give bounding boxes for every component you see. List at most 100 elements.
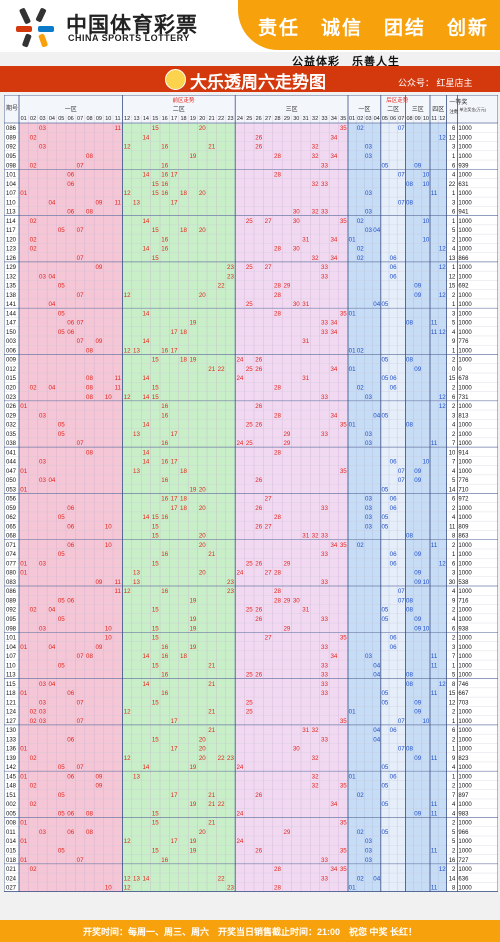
front-number: 11	[114, 579, 121, 586]
front-number: 35	[340, 310, 347, 317]
front-col-header: 30	[293, 116, 299, 122]
front-number: 06	[67, 736, 74, 743]
prize-amount: 863	[458, 534, 469, 540]
prize-amount: 1000	[458, 774, 472, 780]
back-number: 07	[398, 718, 405, 725]
back-number: 02	[357, 875, 364, 882]
front-number: 28	[274, 885, 281, 892]
back-number: 11	[431, 542, 438, 549]
back-number: 09	[414, 699, 421, 706]
row-issue: 089	[6, 598, 17, 604]
front-number: 29	[283, 829, 290, 836]
prize-count: 3	[452, 413, 456, 419]
row-issue: 015	[6, 849, 17, 855]
back-number: 05	[381, 829, 388, 836]
back-number: 02	[357, 542, 364, 549]
row-issue: 086	[6, 589, 17, 595]
front-number: 05	[58, 310, 65, 317]
front-col-header: 16	[162, 116, 168, 122]
front-number: 35	[340, 468, 347, 475]
front-number: 20	[199, 542, 206, 549]
front-col-header: 18	[180, 116, 186, 122]
back-col-header: 12	[439, 116, 445, 122]
front-number: 32	[312, 144, 319, 151]
back-number: 05	[381, 162, 388, 169]
front-number: 03	[39, 273, 46, 280]
front-number: 03	[39, 709, 46, 716]
back-number: 06	[390, 496, 397, 503]
back-number: 12	[439, 134, 446, 141]
prize-amount: 809	[458, 524, 469, 530]
front-col-header: 09	[96, 116, 102, 122]
front-number: 26	[255, 672, 262, 679]
prize-amount: 972	[458, 497, 469, 503]
row-issue: 133	[6, 737, 17, 743]
row-issue: 074	[6, 552, 17, 558]
row-issue: 012	[6, 367, 17, 373]
back-number: 06	[390, 459, 397, 466]
front-col-header: 14	[143, 116, 149, 122]
front-number: 16	[161, 162, 168, 169]
prize-count: 2	[452, 737, 456, 743]
front-number: 19	[189, 320, 196, 327]
back-number: 02	[357, 829, 364, 836]
front-number: 15	[152, 662, 159, 669]
back-number: 02	[357, 125, 364, 132]
prize-count: 0	[452, 367, 456, 373]
front-number: 33	[321, 644, 328, 651]
row-issue: 002	[6, 802, 17, 808]
front-number: 32	[312, 255, 319, 262]
prize-amount: 538	[458, 580, 469, 586]
prize-count: 2	[452, 506, 456, 512]
back-number: 03	[365, 838, 372, 845]
prize-count-header: 注数	[449, 108, 458, 115]
front-number: 06	[67, 597, 74, 604]
prize-amount: 1000	[458, 784, 472, 790]
front-number: 19	[189, 616, 196, 623]
front-number: 27	[265, 570, 272, 577]
front-number: 33	[321, 162, 328, 169]
front-number: 07	[77, 699, 84, 706]
front-number: 05	[58, 283, 65, 290]
back-number: 08	[406, 320, 413, 327]
front-number: 18	[180, 357, 187, 364]
back-col-header: 04	[374, 116, 380, 122]
back-col-header: 05	[382, 116, 388, 122]
back-number: 09	[414, 709, 421, 716]
front-number: 05	[58, 764, 65, 771]
front-number: 17	[171, 329, 178, 336]
back-number: 03	[365, 848, 372, 855]
front-col-header: 29	[284, 116, 290, 122]
front-number: 05	[58, 329, 65, 336]
row-issue: 020	[6, 386, 17, 392]
row-issue: 127	[6, 719, 17, 725]
back-col-header: 10	[423, 116, 429, 122]
back-number: 12	[439, 403, 446, 410]
row-issue: 107	[6, 191, 17, 197]
prize-amount: 866	[458, 256, 469, 262]
front-number: 12	[124, 588, 131, 595]
front-number: 24	[236, 440, 243, 447]
prize-count: 5	[452, 478, 456, 484]
front-number: 13	[133, 570, 140, 577]
prize-amount: 1000	[458, 460, 472, 466]
front-number: 04	[48, 607, 55, 614]
prize-amount: 941	[458, 210, 469, 216]
row-issue: 114	[6, 219, 16, 225]
front-number: 13	[133, 199, 140, 206]
front-number: 22	[218, 366, 225, 373]
front-number: 33	[321, 273, 328, 280]
front-number: 21	[208, 366, 215, 373]
back-col-header: 09	[415, 116, 421, 122]
front-number: 29	[283, 283, 290, 290]
back-number: 09	[414, 755, 421, 762]
front-number: 24	[236, 764, 243, 771]
front-number: 24	[236, 570, 243, 577]
front-number: 33	[321, 431, 328, 438]
back-number: 09	[414, 162, 421, 169]
row-issue: 009	[6, 358, 17, 364]
footer-text: 开奖时间：每周一、周三、周六 开奖当日销售截止时间：21:00 祝您 中奖 长红…	[82, 927, 418, 937]
prize-count: 1	[452, 219, 456, 225]
back-number: 01	[349, 236, 356, 243]
prize-count: 5	[452, 830, 456, 836]
